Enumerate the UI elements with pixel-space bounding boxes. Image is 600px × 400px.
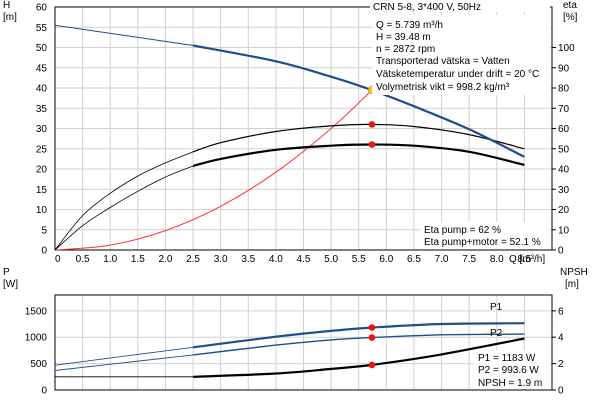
eta-info-box <box>420 222 550 249</box>
top-xtick-label: 1.5 <box>131 254 145 265</box>
top-xtick-label: 0 <box>55 254 61 265</box>
eta-pump-motor-curve <box>192 143 525 168</box>
p1-curve <box>192 322 525 349</box>
info-temp: Vätsketemperatur under drift = 20 °C <box>376 69 539 80</box>
top-y2tick-label: 40 <box>558 165 570 176</box>
top-ytick-label: 15 <box>36 185 48 196</box>
top-ytick-label: 45 <box>36 63 48 74</box>
series-label-p1: P1 <box>490 302 503 313</box>
top-xtick-label: 0.5 <box>76 254 90 265</box>
top-y2tick-label: 50 <box>558 144 570 155</box>
bottom-plot-frame <box>54 294 553 391</box>
top-xtick-label: 8.0 <box>490 254 504 265</box>
bottom-y2tick-label: 4 <box>558 333 564 344</box>
operating-point-p1 <box>368 324 376 331</box>
bottom-y2tick-label: 0 <box>558 386 564 397</box>
top-xtick-label: 4.0 <box>269 254 283 265</box>
eta-pump-curve-thin <box>54 151 194 251</box>
info-q: Q = 5.739 m³/h <box>376 20 443 31</box>
top-xtick-label: 7.5 <box>462 254 476 265</box>
system-curve <box>54 89 373 251</box>
top-xtick-label: 5.0 <box>324 254 338 265</box>
bottom-ylabel-unit: [W] <box>3 279 18 290</box>
top-y2tick-label: 10 <box>558 225 570 236</box>
top-ylabel-unit: [m] <box>3 12 17 23</box>
top-ytick-label: 0 <box>41 246 47 257</box>
bottom-info-box <box>474 350 550 389</box>
top-ytick-label: 40 <box>36 84 48 95</box>
bottom-ytick-label: 1000 <box>25 333 48 344</box>
top-xtick-label: 7.0 <box>435 254 449 265</box>
info-eta-pump: Eta pump = 62 % <box>424 225 501 236</box>
top-y2tick-label: 70 <box>558 104 570 115</box>
info-p1: P1 = 1183 W <box>478 353 536 364</box>
top-y2tick-label: 90 <box>558 63 570 74</box>
top-ytick-label: 50 <box>36 43 48 54</box>
bottom-y2tick-label: 6 <box>558 306 564 317</box>
operating-point-p2 <box>368 334 376 341</box>
info-density: Volymetrisk vikt = 998.2 kg/m³ <box>376 82 510 93</box>
top-xtick-label: 6.5 <box>407 254 421 265</box>
series-label-p2: P2 <box>490 328 503 339</box>
p2-curve <box>193 333 525 356</box>
eta-pump-curve <box>192 123 525 153</box>
top-xtick-label: 8.5 <box>517 254 531 265</box>
top-y2tick-label: 0 <box>558 246 564 257</box>
bottom-y2tick-label: 2 <box>558 359 564 370</box>
top-y2tick-label: 60 <box>558 124 570 135</box>
info-liquid: Transporterad vätska = Vatten <box>376 56 510 67</box>
top-y2tick-label: 20 <box>558 205 570 216</box>
info-p2: P2 = 993.6 W <box>478 365 539 376</box>
top-xtick-label: 4.5 <box>297 254 311 265</box>
p1-curve-thin <box>54 346 194 366</box>
info-n: n = 2872 rpm <box>376 44 435 55</box>
top-xtick-label: 1.0 <box>103 254 117 265</box>
top-y2label-eta: eta <box>563 0 577 11</box>
bottom-y2label-npsh: NPSH <box>560 267 588 278</box>
top-ytick-label: 55 <box>36 23 48 34</box>
pump-label: CRN 5-8, 3*400 V, 50Hz <box>373 2 481 13</box>
top-y2tick-label: 100 <box>558 43 575 54</box>
operating-point-eta <box>368 121 376 128</box>
top-y2tick-label: 30 <box>558 185 570 196</box>
top-y2tick-label: 80 <box>558 84 570 95</box>
npsh-curve <box>193 337 525 378</box>
top-xtick-label: 3.5 <box>241 254 255 265</box>
top-y2label-unit: [%] <box>563 12 578 23</box>
bottom-ytick-label: 500 <box>30 359 47 370</box>
head-curve-thin <box>54 24 194 46</box>
bottom-ylabel-p: P <box>3 267 10 278</box>
eta-pump-motor-curve-thin <box>54 165 194 251</box>
top-ytick-label: 20 <box>36 165 48 176</box>
top-xtick-label: 3.0 <box>214 254 228 265</box>
operating-point-eta <box>368 141 376 148</box>
info-npsh: NPSH = 1.9 m <box>478 378 542 389</box>
bottom-ytick-label: 0 <box>41 386 47 397</box>
top-ytick-label: 25 <box>36 144 48 155</box>
top-xtick-label: 6.0 <box>379 254 393 265</box>
top-xtick-label: 5.5 <box>352 254 366 265</box>
top-ylabel-h: H <box>3 0 10 11</box>
bottom-y2label-unit: [m] <box>565 279 579 290</box>
top-ytick-label: 60 <box>36 3 48 14</box>
top-info-box <box>372 15 550 95</box>
bottom-ytick-label: 1500 <box>25 306 48 317</box>
info-eta-pump-motor: Eta pump+motor = 52.1 % <box>424 237 541 248</box>
top-xtick-label: 2.5 <box>186 254 200 265</box>
pump-label-box <box>370 0 550 12</box>
operating-point-npsh <box>368 361 376 369</box>
top-ytick-label: 35 <box>36 104 48 115</box>
top-ytick-label: 30 <box>36 124 48 135</box>
info-h: H = 39.48 m <box>376 32 431 43</box>
top-xlabel: Q [m³/h] <box>509 254 545 265</box>
top-ytick-label: 5 <box>41 225 47 236</box>
p2-curve-thin <box>54 354 194 371</box>
top-ytick-label: 10 <box>36 205 48 216</box>
top-xtick-label: 2.0 <box>158 254 172 265</box>
